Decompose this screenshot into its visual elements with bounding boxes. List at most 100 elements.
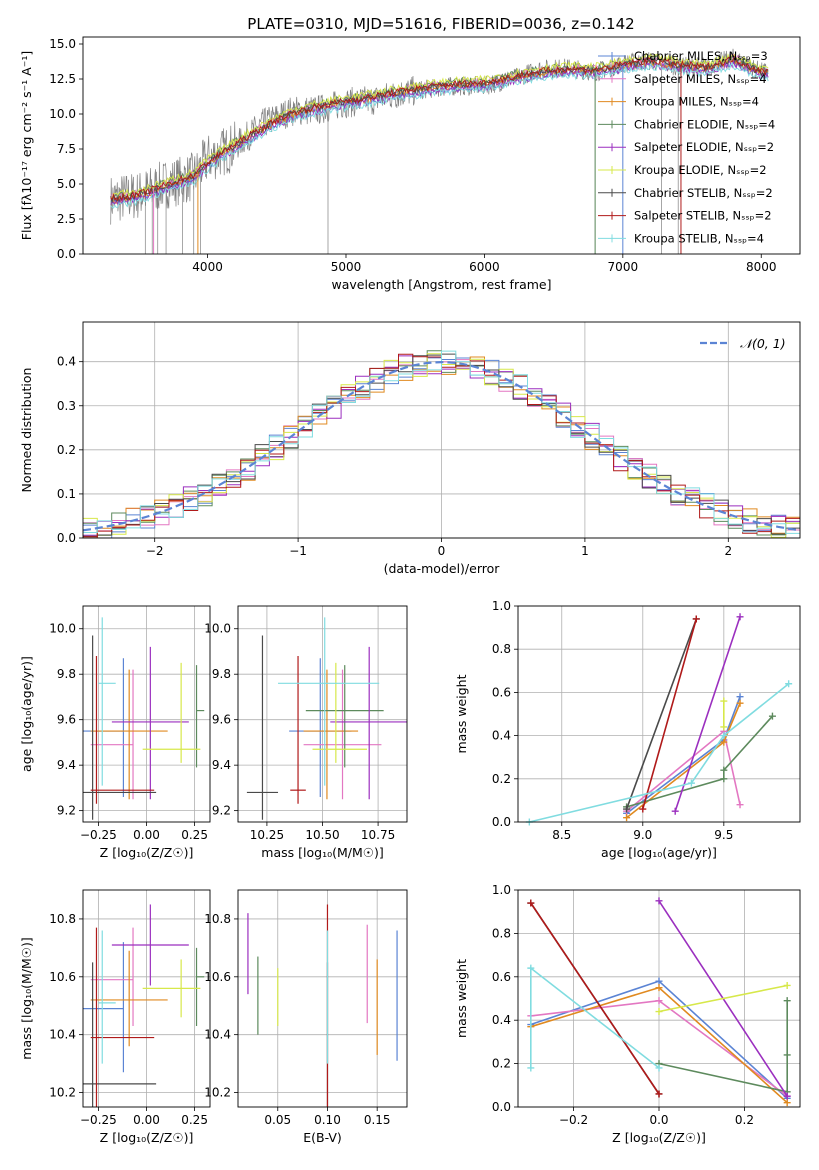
y-axis-label: Normed distribution — [19, 368, 34, 493]
y-tick-label: 0.0 — [57, 247, 76, 261]
mass-weight-marker — [527, 899, 535, 907]
x-tick-label: 8000 — [746, 260, 777, 274]
y-tick-label: 0.0 — [492, 815, 511, 829]
y-axis-label: mass [log₁₀(M/M☉)] — [19, 937, 34, 1059]
plot-area — [525, 613, 793, 826]
y-tick-label: 0.6 — [492, 970, 511, 984]
legend-label: Kroupa MILES, Nₛₛₚ=4 — [634, 95, 759, 109]
legend-label: Kroupa STELIB, Nₛₛₚ=4 — [634, 231, 764, 245]
x-tick-label: 0 — [438, 544, 446, 558]
mass-weight-marker — [736, 801, 744, 809]
residual-histogram-panel: −2 −1 0 1 2 0.0 0.1 0.2 0.3 0.4 (data-model)/error… — [19, 321, 801, 576]
mass-weight-marker — [655, 1008, 663, 1016]
x-tick-label: −1 — [289, 544, 307, 558]
y-tick-label: 2.5 — [57, 212, 76, 226]
x-tick-label: −0.25 — [80, 828, 117, 842]
y-axis-label: mass weight — [454, 959, 469, 1038]
plot-area — [527, 897, 791, 1107]
y-tick-label: 9.8 — [212, 667, 231, 681]
mass-vs-ebv-panel: 0.05 0.10 0.15 10.2 10.4 10.6 10.8 E(B-V) — [204, 889, 408, 1145]
axes-frame — [237, 605, 408, 823]
grid-lines — [83, 606, 210, 822]
mass-weight-line — [658, 984, 788, 1013]
x-tick-label: 8.5 — [552, 828, 571, 842]
age-vs-z-panel: −0.25 0.00 0.25 9.2 9.4 9.6 9.8 10.0 Z [log₁₀(Z/… — [19, 605, 211, 860]
y-tick-label: 0.0 — [57, 531, 76, 545]
y-tick-label: 0.2 — [57, 443, 76, 457]
y-tick-label: 9.6 — [57, 713, 76, 727]
mass-weight-line — [625, 618, 698, 810]
y-tick-label: 10.4 — [204, 1028, 231, 1042]
mass-weight-line — [642, 618, 698, 810]
y-tick-label: 1.0 — [492, 883, 511, 897]
y-tick-label: 9.2 — [57, 804, 76, 818]
y-tick-label: 10.4 — [49, 1028, 76, 1042]
mass-weight-marker — [655, 1064, 663, 1072]
y-tick-label: 0.4 — [57, 355, 76, 369]
model-spectrum-line — [110, 61, 769, 209]
axes-frame — [237, 889, 408, 1108]
y-tick-label: 5.0 — [57, 177, 76, 191]
x-tick-label: 5000 — [331, 260, 362, 274]
y-tick-label: 0.1 — [57, 487, 76, 501]
mass-weight-marker — [783, 997, 791, 1005]
plot-area — [83, 617, 205, 820]
x-tick-label: 4000 — [192, 260, 223, 274]
x-tick-label: 7000 — [608, 260, 639, 274]
x-tick-label: 0.10 — [314, 1113, 341, 1127]
mass-weight-marker — [655, 977, 663, 985]
weight-vs-z-panel: −0.2 0.0 0.2 0.0 0.2 0.4 0.6 0.8 1.0 Z [log₁₀(Z/Z… — [454, 883, 801, 1145]
mass-weight-marker — [720, 775, 728, 783]
y-tick-label: 0.0 — [492, 1100, 511, 1114]
x-tick-label: 10.50 — [305, 828, 339, 842]
y-axis-label: mass weight — [454, 674, 469, 753]
mass-weight-marker — [655, 1090, 663, 1098]
y-tick-label: 10.8 — [49, 912, 76, 926]
legend: Chabrier MILES, Nₛₛₚ=3 Salpeter MILES, Nₛ… — [598, 49, 775, 245]
mass-weight-line — [626, 715, 773, 808]
plot-area — [247, 904, 398, 1107]
x-axis-label: Z [log₁₀(Z/Z☉)] — [612, 1130, 706, 1145]
y-tick-label: 1.0 — [492, 599, 511, 613]
y-tick-label: 12.5 — [49, 72, 76, 86]
spectrum-panel: 4000 5000 6000 7000 8000 0.0 2.5 5.0 7.5 10.0 12.5… — [19, 36, 801, 292]
mass-weight-marker — [671, 807, 679, 815]
grid-lines — [83, 890, 210, 1107]
x-tick-label: 9.5 — [714, 828, 733, 842]
mass-weight-marker — [655, 897, 663, 905]
x-tick-label: 10.25 — [250, 828, 284, 842]
mass-weight-marker — [736, 699, 744, 707]
mass-weight-marker — [783, 1099, 791, 1107]
y-tick-label: 0.4 — [492, 1013, 511, 1027]
x-tick-label: −2 — [146, 544, 164, 558]
legend-label: Kroupa ELODIE, Nₛₛₚ=2 — [634, 163, 767, 177]
mass-weight-marker — [720, 738, 728, 746]
y-tick-label: 9.2 — [212, 804, 231, 818]
mass-weight-marker — [720, 723, 728, 731]
y-tick-label: 0.2 — [492, 772, 511, 786]
x-axis-label: age [log₁₀(age/yr)] — [601, 845, 717, 860]
x-axis-label: E(B-V) — [303, 1130, 342, 1145]
mass-weight-marker — [527, 1064, 535, 1072]
y-tick-label: 0.3 — [57, 399, 76, 413]
mass-weight-marker — [768, 712, 776, 720]
axes-frame — [517, 889, 801, 1108]
mass-weight-line — [529, 683, 790, 823]
mass-weight-marker — [692, 615, 700, 623]
x-tick-label: 9.0 — [633, 828, 652, 842]
plot-area — [110, 48, 769, 254]
y-tick-label: 0.4 — [492, 729, 511, 743]
plot-area — [83, 904, 205, 1107]
y-tick-label: 0.8 — [492, 642, 511, 656]
model-spectrum-line — [110, 55, 769, 202]
y-tick-label: 10.6 — [49, 970, 76, 984]
mass-weight-marker — [527, 964, 535, 972]
axes-frame — [82, 889, 211, 1108]
y-tick-label: 10.6 — [204, 970, 231, 984]
age-vs-mass-panel: 10.25 10.50 10.75 9.2 9.4 9.6 9.8 10.0 mass [log… — [204, 605, 408, 860]
weight-vs-age-panel: 8.5 9.0 9.5 0.0 0.2 0.4 0.6 0.8 1.0 age [log₁₀(ag… — [454, 599, 801, 860]
y-tick-label: 10.0 — [204, 622, 231, 636]
x-tick-label: 1 — [581, 544, 589, 558]
x-axis-label: Z [log₁₀(Z/Z☉)] — [100, 845, 194, 860]
